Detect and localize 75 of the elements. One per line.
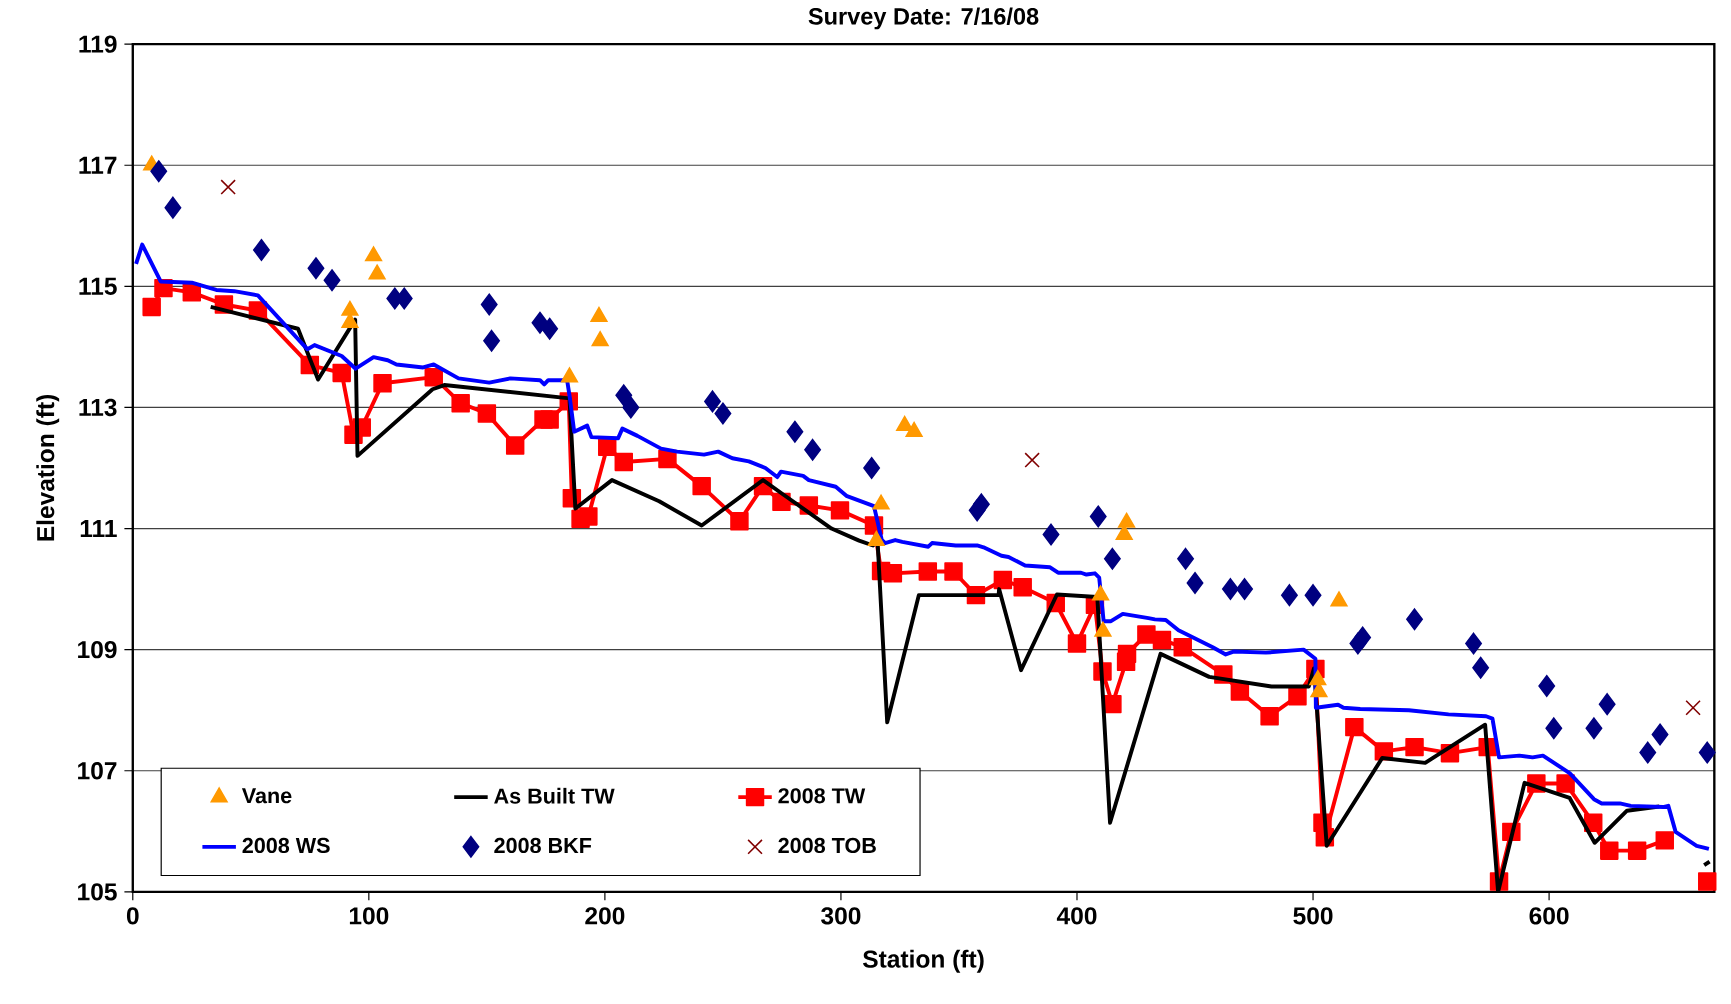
point (1538, 675, 1556, 698)
legend-label: 2008 WS (242, 838, 330, 854)
point (1639, 741, 1657, 764)
point (804, 438, 822, 461)
legend-label: Vane (241, 788, 292, 804)
point (483, 329, 501, 352)
point (1685, 700, 1701, 716)
point (560, 367, 579, 383)
y-tick-label: 107 (78, 762, 117, 780)
point (1330, 591, 1348, 607)
point (220, 179, 236, 195)
point (1091, 585, 1110, 601)
x-axis-title: Station (ft) (862, 949, 984, 973)
x-tick-label: 0 (126, 907, 139, 925)
legend-label: As Built TW (494, 788, 615, 804)
point (364, 246, 383, 262)
legend-label: 2008 BKF (494, 838, 592, 854)
chart-title: Survey Date: 7/16/08 (808, 7, 1039, 30)
point (591, 331, 609, 347)
point (867, 530, 885, 547)
point (1406, 608, 1423, 631)
point (307, 257, 325, 280)
point (1103, 547, 1121, 570)
y-tick-label: 119 (79, 35, 117, 53)
y-tick-label: 109 (78, 641, 117, 659)
y-tick-label: 105 (78, 883, 117, 901)
point (704, 390, 721, 413)
point (1186, 572, 1204, 595)
point (905, 421, 923, 438)
point (1024, 452, 1040, 468)
y-tick-label: 113 (79, 398, 117, 417)
x-tick-label: 100 (349, 907, 389, 925)
x-tick-label: 200 (585, 907, 625, 925)
y-axis-title: Elevation (ft) (36, 395, 60, 541)
point (480, 293, 498, 316)
y-tick-label: 111 (80, 520, 117, 538)
x-tick-label: 600 (1529, 907, 1569, 925)
point (1042, 523, 1060, 546)
point (615, 384, 633, 407)
point (252, 239, 270, 262)
y-tick-label: 117 (79, 156, 117, 174)
point (323, 269, 341, 292)
point (1465, 632, 1482, 655)
legend-label: 2008 TOB (778, 838, 876, 854)
y-tick-label: 115 (79, 277, 117, 296)
point (1089, 505, 1107, 528)
point (1221, 578, 1239, 601)
point (1472, 656, 1490, 679)
point (1545, 717, 1563, 740)
point (1354, 626, 1372, 649)
point (1304, 584, 1322, 607)
point (972, 493, 990, 516)
legend-label: 2008 TW (778, 788, 866, 804)
point (1177, 547, 1195, 570)
point (590, 306, 608, 323)
x-tick-label: 400 (1056, 907, 1097, 925)
point (1651, 723, 1669, 746)
point (541, 317, 559, 340)
point (150, 160, 168, 183)
point (622, 396, 640, 419)
point (1236, 578, 1254, 601)
point (368, 264, 386, 280)
point (341, 300, 359, 317)
x-tick-label: 300 (821, 907, 861, 925)
point (164, 196, 182, 219)
point (1598, 693, 1616, 716)
point (341, 313, 359, 329)
point (863, 457, 881, 480)
point (714, 402, 732, 425)
x-tick-label: 500 (1293, 907, 1333, 925)
point (786, 420, 804, 443)
point (1585, 717, 1603, 740)
point (1309, 670, 1327, 686)
point (1280, 584, 1298, 607)
point (872, 494, 890, 510)
